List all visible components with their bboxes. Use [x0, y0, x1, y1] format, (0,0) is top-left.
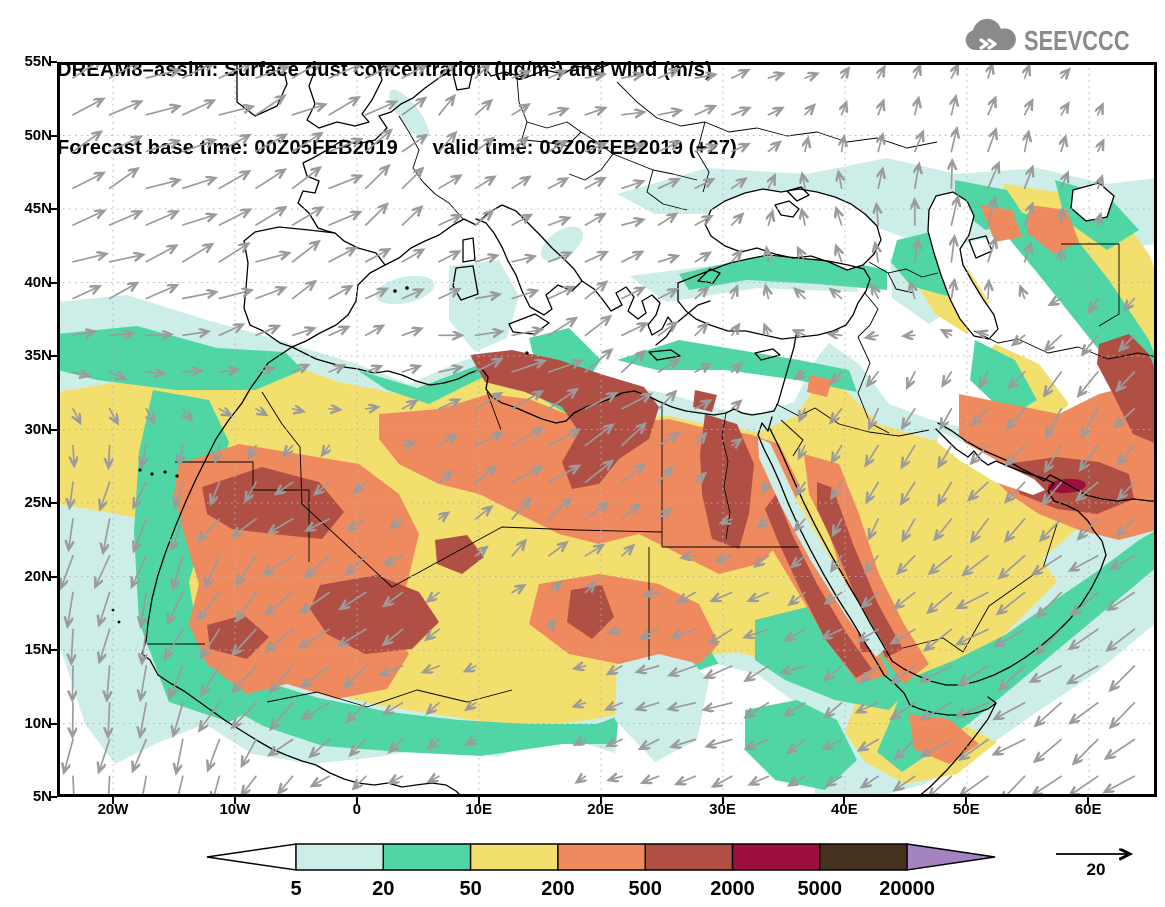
colorbar-label: 2000 [710, 878, 755, 900]
colorbar-label: 50 [459, 878, 481, 900]
lon-tick-mark [477, 797, 480, 804]
lat-tick-mark [49, 502, 57, 504]
colorbar-segment [731, 843, 821, 871]
logo-text: SEEVCCC [1023, 24, 1130, 56]
lon-tick-label: 50E [952, 801, 980, 818]
lon-tick-label: 0 [352, 801, 361, 818]
colorbar-segment [469, 843, 559, 871]
lat-tick-mark [49, 134, 57, 137]
lon-tick-label: 20W [97, 801, 129, 818]
seevccc-logo: SEEVCCC [958, 16, 1159, 65]
lat-tick-label: 35N [24, 347, 52, 364]
colorbar-segment [206, 843, 297, 871]
colorbar-segment [295, 843, 384, 871]
colorbar: 5 20 50 200 500 2000 5000 20000 [206, 843, 996, 900]
colorbar-label: 500 [629, 878, 662, 900]
lon-tick-mark [843, 797, 846, 804]
lat-tick-label: 10N [24, 714, 52, 732]
lon-tick-label: 30E [709, 801, 736, 818]
lat-tick-mark [49, 355, 57, 357]
lon-tick-mark [112, 797, 114, 804]
lon-tick-label: 20E [587, 801, 614, 818]
lat-tick-mark [49, 428, 57, 431]
colorbar-label: 5 [290, 878, 301, 900]
lat-tick-mark [49, 575, 57, 578]
lat-tick-mark [49, 61, 57, 63]
lat-tick-label: 45N [24, 200, 52, 217]
lat-tick-label: 40N [24, 273, 52, 291]
dust-clear-region [615, 648, 857, 797]
wind-reference: 20 [1048, 842, 1158, 888]
lat-tick-mark [49, 281, 57, 284]
lon-tick-mark [1087, 797, 1090, 804]
lon-tick-mark [599, 797, 602, 804]
red-sea-strip [758, 438, 886, 657]
lat-tick-label: 5N [32, 788, 52, 805]
colorbar-segment [382, 843, 472, 871]
colorbar-label: 5000 [798, 878, 843, 900]
lon-tick-mark [965, 797, 968, 804]
lat-tick-mark [49, 722, 57, 725]
lat-tick-label: 15N [24, 641, 52, 658]
lat-tick-mark [49, 208, 57, 210]
lon-tick-label: 10W [219, 801, 251, 818]
wind-reference-arrow [1056, 842, 1158, 862]
lat-tick-label: 50N [24, 126, 52, 144]
colorbar-label: 20000 [879, 878, 935, 900]
lat-tick-mark [49, 649, 57, 651]
colorbar-label: 20 [372, 878, 394, 900]
wind-vectors [61, 62, 1136, 797]
colorbar-segment [557, 843, 646, 871]
lon-tick-label: 60E [1074, 801, 1102, 818]
cloud-icon [958, 16, 1020, 65]
lon-tick-mark [233, 797, 236, 804]
lat-tick-label: 20N [24, 567, 52, 585]
lon-tick-label: 10E [465, 801, 493, 818]
dust-map-svg [57, 62, 1157, 797]
colorbar-segment [906, 843, 996, 871]
colorbar-segment [819, 843, 908, 871]
dust-fill-20-50 [57, 180, 1157, 772]
lat-tick-label: 30N [24, 420, 52, 438]
lat-tick-label: 25N [24, 494, 52, 511]
map-frame [57, 62, 1157, 797]
wind-reference-value: 20 [1086, 860, 1106, 879]
lon-tick-label: 40E [831, 801, 858, 818]
colorbar-label: 200 [541, 878, 574, 900]
country-borders [147, 77, 1157, 708]
lat-tick-mark [49, 796, 57, 798]
colorbar-segment [644, 843, 734, 871]
lat-tick-label: 55N [24, 53, 52, 70]
lon-tick-mark [355, 797, 358, 804]
map-panel [57, 62, 1157, 797]
lon-tick-mark [721, 797, 724, 804]
